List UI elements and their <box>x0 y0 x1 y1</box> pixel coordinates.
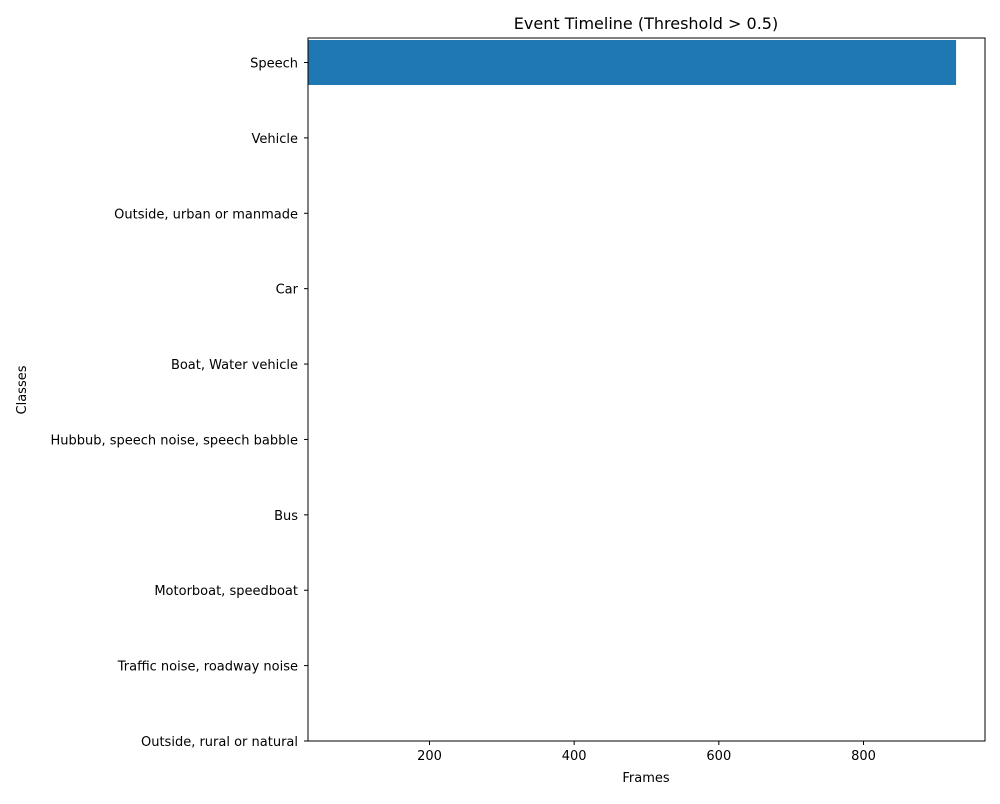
y-tick-label: Traffic noise, roadway noise <box>117 660 298 675</box>
y-axis-ticks: Speech Vehicle Outside, urban or manmade Ca… <box>50 57 308 750</box>
y-tick-label: Boat, Water vehicle <box>171 358 298 373</box>
plot-area-frame <box>307 37 986 742</box>
y-tick-label: Outside, urban or manmade <box>114 207 298 222</box>
x-tick-label: 200 <box>417 749 442 764</box>
x-axis-ticks: 200 400 600 800 <box>417 741 876 764</box>
y-tick-label: Speech <box>250 57 298 72</box>
y-axis-label: Classes <box>15 365 30 414</box>
y-tick-label: Hubbub, speech noise, speech babble <box>50 433 298 448</box>
y-tick-label: Vehicle <box>252 132 299 147</box>
y-tick-label: Outside, rural or natural <box>141 735 298 750</box>
x-axis-label: Frames <box>622 771 670 786</box>
chart-title: Event Timeline (Threshold > 0.5) <box>514 14 778 33</box>
x-tick-label: 800 <box>851 749 876 764</box>
y-tick-label: Motorboat, speedboat <box>154 584 298 599</box>
bar-speech <box>308 40 957 85</box>
x-tick-label: 400 <box>562 749 587 764</box>
x-tick-label: 600 <box>706 749 731 764</box>
y-tick-label: Bus <box>274 509 298 524</box>
bars-layer <box>308 40 957 85</box>
y-tick-label: Car <box>276 283 299 298</box>
